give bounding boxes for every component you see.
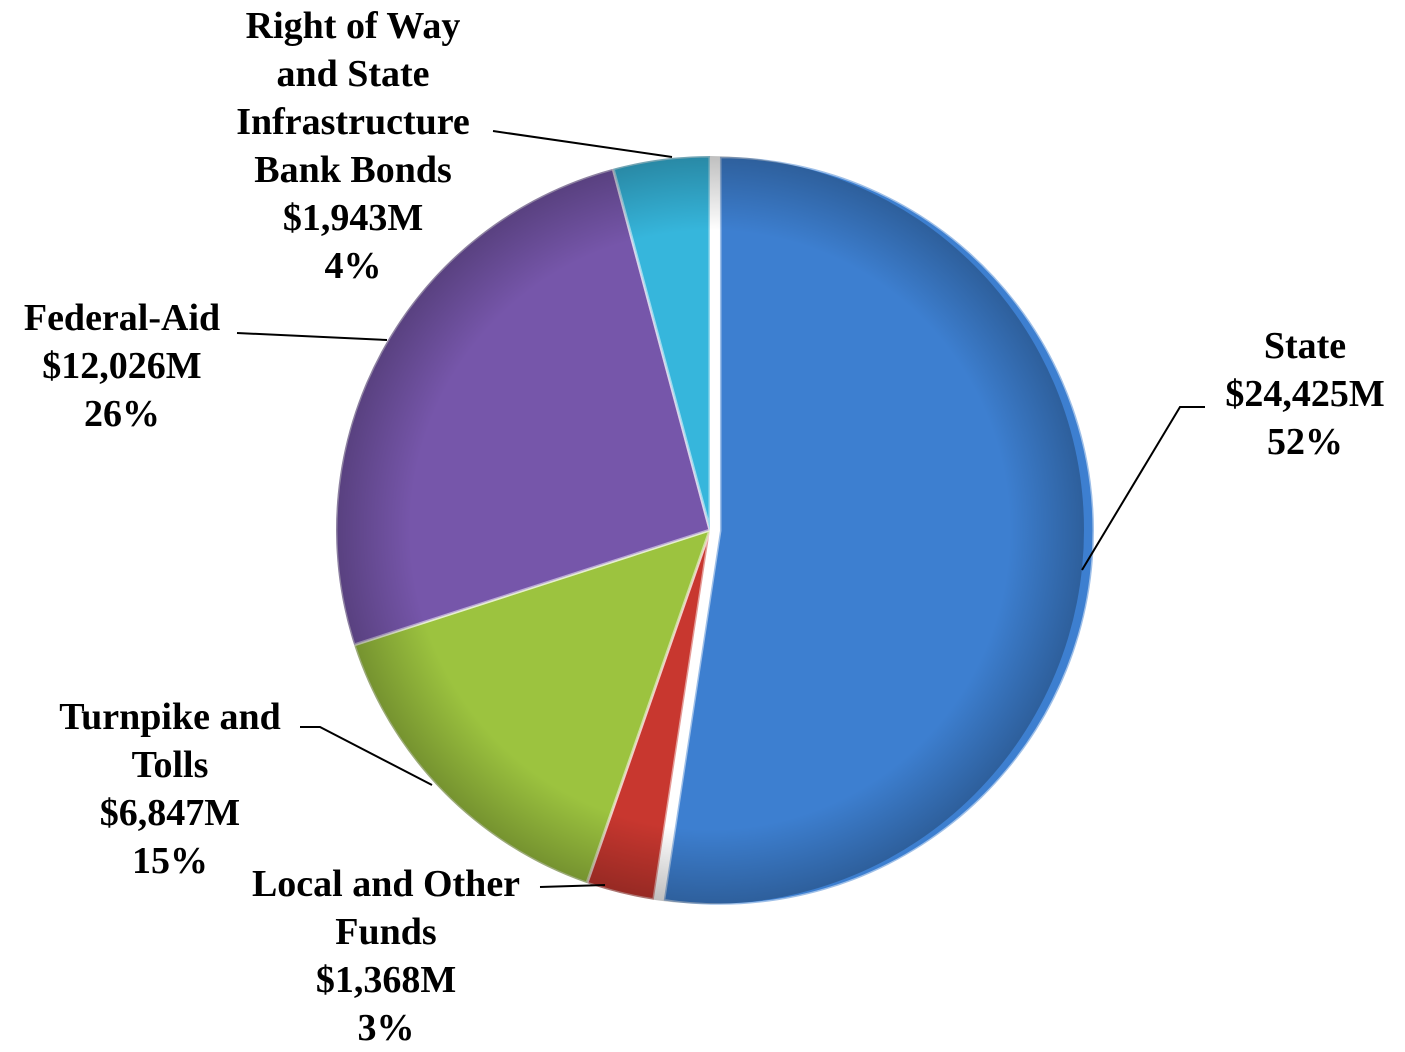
pie-slice [661,155,1096,907]
leader-line [300,726,433,786]
leader-line [236,332,388,341]
slice-label: State $24,425M 52% [1225,322,1384,466]
slice-percent: 3% [357,1007,415,1049]
slice-percent: 52% [1267,421,1343,463]
slice-value: $1,368M [315,959,457,1001]
slice-value: $12,026M [42,345,202,387]
slice-name: Turnpike and Tolls [59,696,281,786]
slice-percent: 26% [83,393,160,435]
slice-name: Federal-Aid [23,297,221,339]
slice-name: State [1263,325,1347,367]
slice-value: $6,847M [99,792,241,834]
slice-label: Turnpike and Tolls $6,847M 15% [59,693,280,885]
slice-name: Right of Way and State Infrastructure Ba… [236,5,470,191]
slice-label: Right of Way and State Infrastructure Ba… [236,2,470,290]
slice-label: Federal-Aid $12,026M 26% [24,294,220,438]
leader-line [1081,406,1205,571]
slice-percent: 15% [131,840,208,882]
slice-value: $24,425M [1225,373,1385,415]
slice-value: $1,943M [282,197,424,239]
leader-line [492,130,673,158]
leader-line [539,884,606,888]
slice-percent: 4% [324,245,382,287]
slice-label: Local and Other Funds $1,368M 3% [252,860,520,1052]
slice-name: Local and Other Funds [251,863,521,953]
